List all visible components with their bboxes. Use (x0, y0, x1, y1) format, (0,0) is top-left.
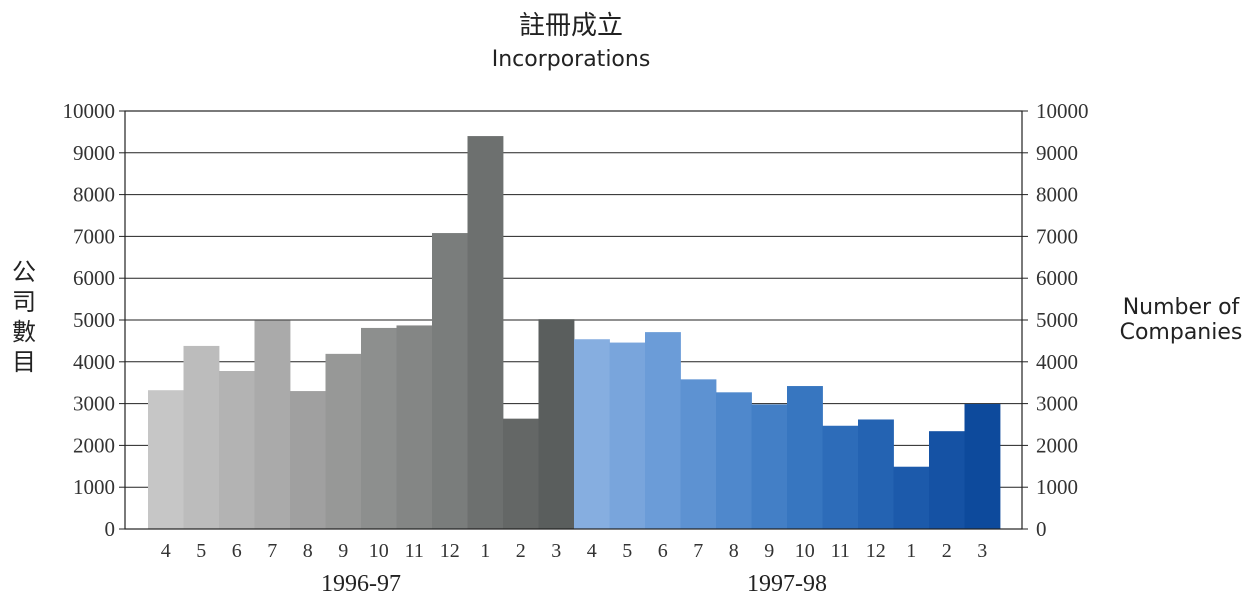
x-tick-label: 4 (587, 540, 597, 562)
x-tick-label: 1 (906, 540, 916, 562)
x-tick-label: 6 (658, 540, 668, 562)
y-axis-left: 0 1000 2000 3000 4000 5000 6000 7000 8000 9000 100… (63, 99, 125, 541)
x-tick-label: 5 (196, 540, 206, 562)
y-tick-label-left: 9000 (73, 141, 115, 165)
x-axis-categories: 4 5 6 7 8 9 10 11 12 1 2 3 4 5 6 7 8 9 10 11 12 1 2 3 (161, 540, 988, 562)
bar-1997-98-7 (680, 379, 717, 529)
x-tick-label: 3 (977, 540, 987, 562)
x-tick-label: 4 (161, 540, 171, 562)
x-tick-label: 1 (480, 540, 490, 562)
bar-1997-98-12 (858, 419, 894, 529)
x-tick-label: 12 (866, 540, 886, 562)
bar-1996-97-1 (467, 136, 504, 529)
x-group-label: 1997-98 (747, 571, 827, 597)
bar-1996-97-12 (432, 233, 468, 529)
chart-title: 註冊成立 (519, 11, 623, 41)
x-group-label: 1996-97 (321, 571, 401, 597)
x-tick-label: 12 (440, 540, 460, 562)
y-tick-label-right: 9000 (1036, 141, 1078, 165)
bar-1996-97-3 (538, 319, 575, 529)
y-label-right-line: Number of (1123, 295, 1241, 320)
y-tick-label-left: 8000 (73, 183, 115, 207)
x-tick-label: 7 (693, 540, 703, 562)
bar-1996-97-6 (219, 370, 255, 529)
y-tick-label-right: 4000 (1036, 350, 1078, 374)
x-tick-label: 10 (369, 540, 389, 562)
x-tick-label: 2 (516, 540, 526, 562)
y-tick-label-right: 1000 (1036, 475, 1078, 499)
x-tick-label: 8 (303, 540, 313, 562)
y-tick-label-left: 1000 (73, 475, 115, 499)
chart-subtitle: Incorporations (492, 47, 651, 72)
y-tick-label-right: 3000 (1036, 392, 1078, 416)
y-tick-label-left: 5000 (73, 308, 115, 332)
y-label-left-char: 公 (12, 258, 36, 286)
x-tick-label: 7 (267, 540, 277, 562)
bar-1997-98-3 (964, 404, 1001, 529)
bar-1997-98-8 (716, 392, 752, 529)
y-tick-label-right: 10000 (1036, 99, 1089, 123)
y-tick-label-right: 2000 (1036, 433, 1078, 457)
bar-1997-98-6 (645, 332, 681, 529)
y-label-right-line: Companies (1120, 320, 1243, 345)
y-tick-label-left: 4000 (73, 350, 115, 374)
x-tick-label: 6 (232, 540, 242, 562)
bar-1997-98-2 (929, 431, 965, 529)
y-axis-right: 0 1000 2000 3000 4000 5000 6000 7000 8000 9000 100… (1022, 99, 1089, 541)
x-tick-label: 5 (622, 540, 632, 562)
bar-1996-97-8 (290, 391, 326, 529)
bar-1996-97-7 (254, 320, 291, 529)
bar-1996-97-11 (396, 325, 433, 529)
y-tick-label-right: 0 (1036, 517, 1047, 541)
bar-1996-97-10 (361, 327, 397, 529)
bar-1997-98-5 (609, 342, 646, 529)
y-axis-label-right: Number of Companies (1120, 295, 1243, 345)
y-label-left-char: 司 (12, 288, 36, 316)
bar-1997-98-4 (574, 339, 610, 529)
bar-1996-97-2 (503, 418, 539, 529)
y-label-left-char: 數 (12, 318, 36, 346)
bar-1997-98-1 (893, 466, 930, 529)
bar-1997-98-10 (787, 386, 823, 529)
bar-1996-97-9 (325, 353, 362, 529)
x-tick-label: 3 (551, 540, 561, 562)
x-tick-label: 9 (764, 540, 774, 562)
y-tick-label-left: 10000 (63, 99, 116, 123)
x-tick-label: 10 (795, 540, 815, 562)
x-tick-label: 11 (405, 540, 424, 562)
x-tick-label: 2 (942, 540, 952, 562)
y-tick-label-left: 6000 (73, 266, 115, 290)
y-tick-label-right: 6000 (1036, 266, 1078, 290)
bars (148, 136, 1001, 529)
bar-1997-98-9 (751, 404, 788, 529)
x-axis-groups: 1996-97 1997-98 (321, 571, 827, 597)
y-tick-label-right: 7000 (1036, 224, 1078, 248)
y-label-left-char: 目 (12, 348, 36, 376)
x-tick-label: 8 (729, 540, 739, 562)
x-tick-label: 11 (831, 540, 850, 562)
y-tick-label-left: 2000 (73, 433, 115, 457)
y-tick-label-right: 8000 (1036, 183, 1078, 207)
bar-1996-97-5 (183, 345, 220, 529)
y-tick-label-left: 3000 (73, 392, 115, 416)
bar-1996-97-4 (148, 390, 184, 529)
y-axis-label-left: 公 司 數 目 (12, 258, 36, 376)
y-tick-label-left: 0 (105, 517, 116, 541)
bar-1997-98-11 (822, 425, 859, 529)
x-tick-label: 9 (338, 540, 348, 562)
y-tick-label-right: 5000 (1036, 308, 1078, 332)
y-tick-label-left: 7000 (73, 224, 115, 248)
